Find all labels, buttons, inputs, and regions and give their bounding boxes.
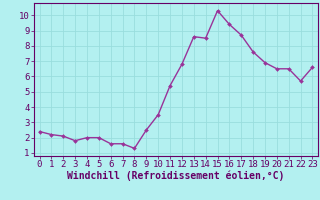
X-axis label: Windchill (Refroidissement éolien,°C): Windchill (Refroidissement éolien,°C)	[67, 171, 285, 181]
